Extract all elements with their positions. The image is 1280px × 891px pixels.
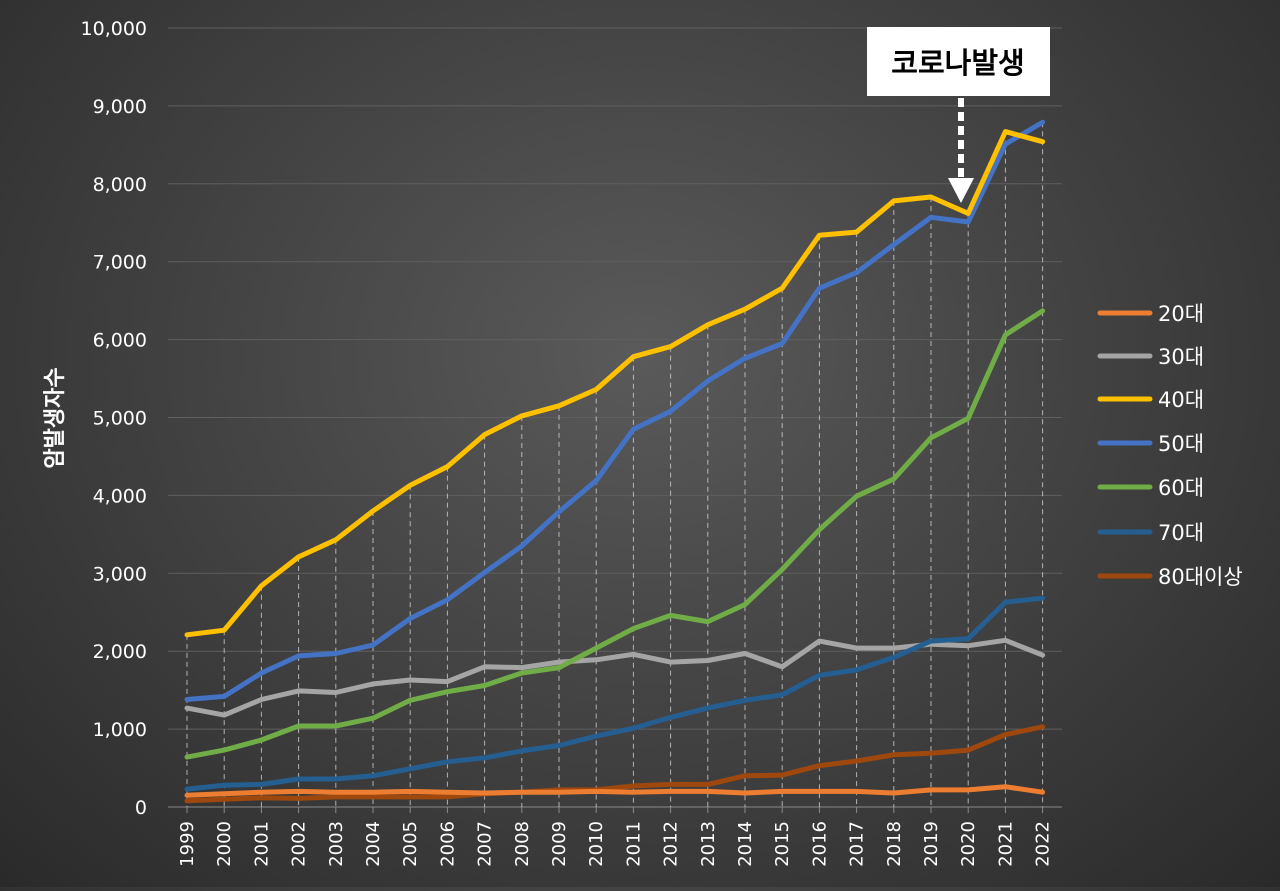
x-tick-label: 2013	[698, 821, 719, 867]
legend-label: 50대	[1158, 432, 1204, 456]
x-tick-label: 2008	[512, 821, 533, 867]
y-axis-ticks: 0 1,000 2,000 3,000 4,000 5,000 6,000 7,000 8,00…	[81, 18, 147, 819]
x-tick-label: 2002	[289, 821, 310, 867]
x-tick-label: 2005	[400, 821, 421, 867]
x-tick-label: 1999	[177, 821, 198, 867]
x-tick-label: 2006	[437, 821, 458, 867]
x-tick-label: 2015	[772, 821, 793, 867]
y-tick-label: 3,000	[93, 563, 147, 585]
x-tick-label: 2003	[326, 821, 347, 867]
y-tick-label: 9,000	[93, 96, 147, 118]
x-tick-label: 2014	[735, 821, 756, 867]
x-tick-label: 2001	[251, 821, 272, 867]
legend-label: 80대이상	[1158, 565, 1243, 589]
annotation-arrow-head	[948, 178, 974, 203]
category-guide-lines	[186, 122, 1044, 807]
series-lines	[184, 119, 1046, 804]
covid-annotation: 코로나발생	[867, 27, 1050, 203]
y-tick-label: 1,000	[93, 719, 147, 741]
y-tick-label: 0	[135, 797, 147, 819]
legend-label: 60대	[1158, 476, 1204, 500]
y-tick-label: 6,000	[93, 330, 147, 352]
legend: 20대 30대 40대 50대 60대 70대 80대이상	[1097, 302, 1243, 589]
x-axis-ticks: 1999 2000 2001 2002 2003 2004 2005 2006 2007 2008…	[177, 807, 1054, 867]
x-tick-label: 2010	[586, 821, 607, 867]
legend-label: 70대	[1158, 521, 1204, 545]
y-tick-label: 8,000	[93, 174, 147, 196]
legend-label: 40대	[1158, 388, 1204, 412]
x-tick-label: 2017	[847, 821, 868, 867]
x-tick-label: 2004	[363, 821, 384, 867]
y-tick-label: 10,000	[81, 18, 147, 40]
annotation-box	[867, 27, 1050, 96]
series-line-2	[184, 129, 1046, 638]
y-tick-label: 7,000	[93, 252, 147, 274]
series-line-3	[184, 119, 1046, 702]
series-line-5	[184, 595, 1046, 792]
x-tick-label: 2020	[958, 821, 979, 867]
legend-label: 30대	[1158, 345, 1204, 369]
x-tick-label: 2022	[1033, 821, 1054, 867]
x-tick-label: 2011	[623, 821, 644, 867]
y-tick-label: 2,000	[93, 641, 147, 663]
series-line-4	[184, 308, 1046, 760]
x-tick-label: 2012	[661, 821, 682, 867]
x-tick-label: 2000	[214, 821, 235, 867]
x-tick-label: 2019	[921, 821, 942, 867]
legend-label: 20대	[1158, 302, 1204, 326]
x-tick-label: 2009	[549, 821, 570, 867]
series-line-0	[184, 784, 1046, 798]
y-tick-label: 5,000	[93, 408, 147, 430]
grid-lines	[168, 27, 1062, 808]
x-tick-label: 2007	[475, 821, 496, 867]
series-line-1	[184, 637, 1046, 718]
x-tick-label: 2016	[809, 821, 830, 867]
x-tick-label: 2018	[884, 821, 905, 867]
x-tick-label: 2021	[995, 821, 1016, 867]
y-axis-label: 암발생자수	[43, 367, 68, 468]
series-line-6	[184, 724, 1046, 804]
y-tick-label: 4,000	[93, 485, 147, 507]
annotation-label: 코로나발생	[891, 46, 1024, 80]
